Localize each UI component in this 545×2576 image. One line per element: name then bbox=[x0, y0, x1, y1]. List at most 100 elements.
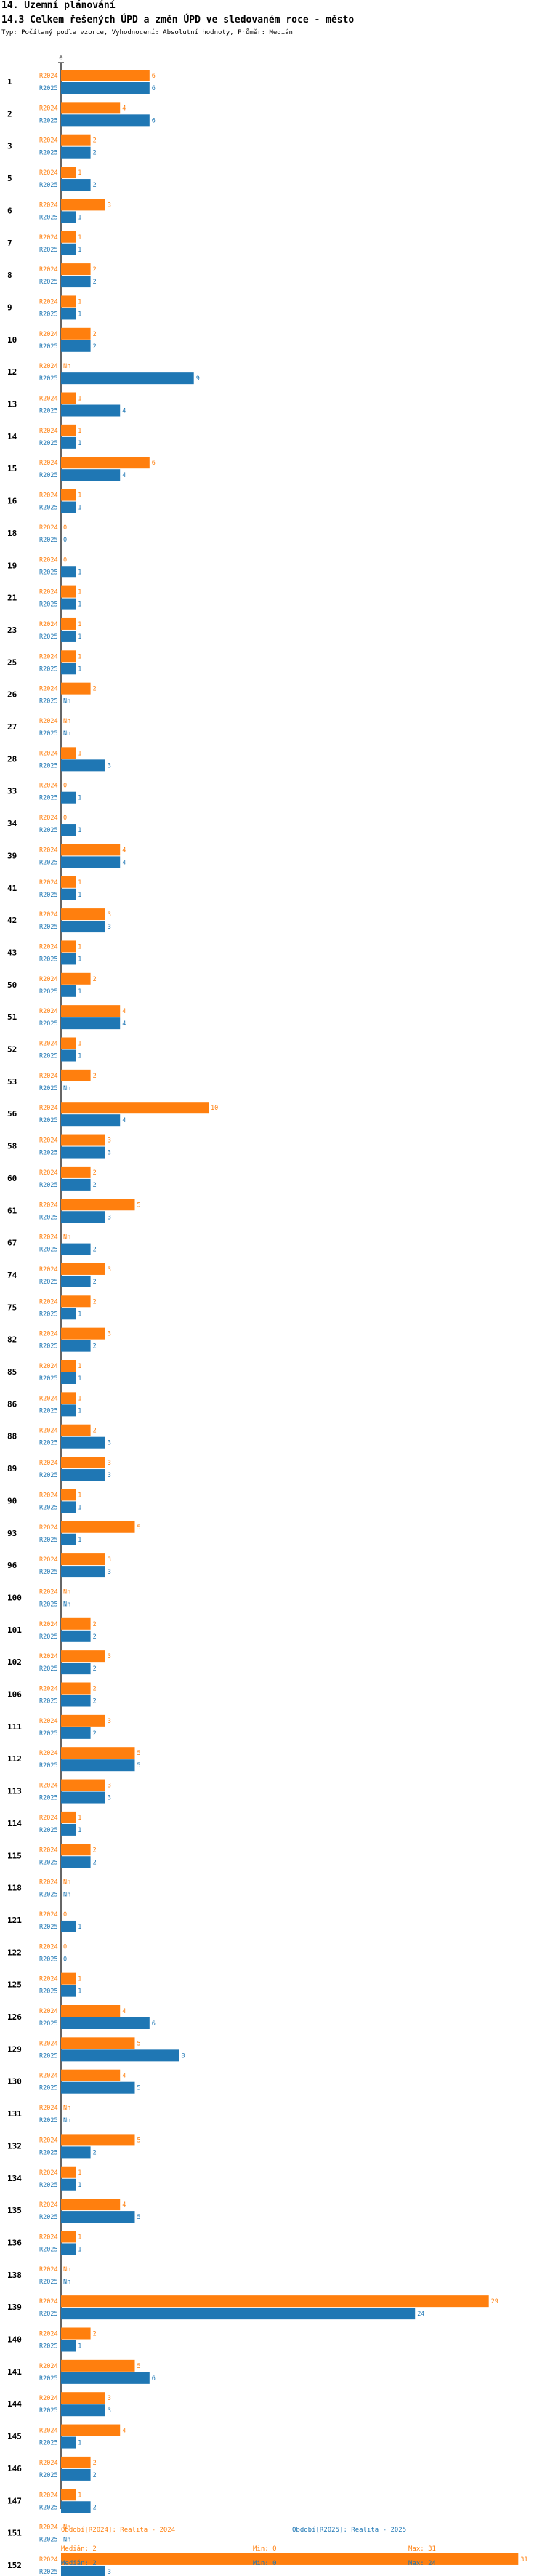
category-label: 89 bbox=[7, 1464, 17, 1473]
category-label: 88 bbox=[7, 1432, 17, 1441]
series-label: R2025 bbox=[39, 2343, 58, 2351]
series-label: R2025 bbox=[39, 1633, 58, 1641]
category-label: 25 bbox=[7, 657, 17, 667]
series-label: R2025 bbox=[39, 1375, 58, 1383]
bar-r2024 bbox=[61, 1714, 105, 1727]
category-label: 27 bbox=[7, 722, 17, 732]
series-label: R2024 bbox=[39, 1943, 58, 1951]
series-label: R2024 bbox=[39, 1041, 58, 1048]
series-label: R2025 bbox=[39, 633, 58, 641]
series-label: R2025 bbox=[39, 2182, 58, 2189]
category-label: 115 bbox=[7, 1851, 22, 1860]
series-label: R2025 bbox=[39, 569, 58, 576]
value-label: 2 bbox=[93, 2149, 97, 2156]
series-label: R2025 bbox=[39, 1440, 58, 1447]
series-label: R2025 bbox=[39, 2472, 58, 2479]
bar-r2024 bbox=[61, 457, 150, 469]
bar-r2025 bbox=[61, 2340, 76, 2352]
series-label: R2025 bbox=[39, 2149, 58, 2156]
series-label: R2025 bbox=[39, 2020, 58, 2028]
value-label: 1 bbox=[78, 569, 81, 576]
series-label: R2025 bbox=[39, 279, 58, 286]
series-label: R2025 bbox=[39, 117, 58, 124]
series-label: R2025 bbox=[39, 537, 58, 544]
bar-r2025 bbox=[61, 1146, 105, 1159]
bar-r2025 bbox=[61, 1663, 91, 1675]
value-label: 1 bbox=[78, 2246, 81, 2253]
bar-r2024 bbox=[61, 2392, 105, 2404]
bar-r2024 bbox=[61, 1972, 76, 1985]
value-label: 6 bbox=[152, 2375, 156, 2383]
chart-subtitle: Typ: Počítaný podle vzorce, Vyhodnocení:… bbox=[1, 29, 293, 36]
series-label: R2024 bbox=[39, 1783, 58, 1790]
value-label: 1 bbox=[78, 892, 81, 899]
category-label: 146 bbox=[7, 2464, 22, 2473]
series-label: R2024 bbox=[39, 783, 58, 790]
bar-r2024 bbox=[61, 231, 76, 243]
legend-label-r2024: Období[R2024]: Realita - 2024 bbox=[61, 2527, 176, 2534]
value-label: 4 bbox=[122, 2428, 126, 2435]
value-label: 6 bbox=[152, 73, 156, 80]
bar-r2025 bbox=[61, 1920, 76, 1932]
value-label: 2 bbox=[93, 343, 97, 351]
value-label-missing: Nn bbox=[63, 730, 70, 737]
value-label: 1 bbox=[78, 1827, 81, 1834]
value-label: 2 bbox=[93, 2504, 97, 2511]
value-label: 1 bbox=[78, 311, 81, 318]
value-label: 3 bbox=[108, 1795, 111, 1802]
series-label: R2025 bbox=[39, 1117, 58, 1124]
bar-r2025 bbox=[61, 1791, 105, 1804]
value-label-missing: Nn bbox=[63, 2266, 70, 2273]
category-label: 39 bbox=[7, 851, 17, 860]
series-label: R2025 bbox=[39, 827, 58, 834]
value-label: 2 bbox=[93, 137, 97, 145]
category-label: 106 bbox=[7, 1690, 22, 1700]
bar-r2025 bbox=[61, 1630, 91, 1642]
series-label: R2025 bbox=[39, 2569, 58, 2576]
value-label: 5 bbox=[137, 1524, 141, 1532]
value-label: 0 bbox=[63, 537, 67, 544]
bar-r2024 bbox=[61, 940, 76, 953]
category-label: 12 bbox=[7, 367, 17, 377]
value-label: 1 bbox=[78, 1924, 81, 1931]
value-label: 3 bbox=[108, 2569, 111, 2576]
series-label: R2024 bbox=[39, 1363, 58, 1370]
value-label: 2 bbox=[93, 1665, 97, 1673]
bar-r2024 bbox=[61, 1424, 91, 1436]
series-label: R2025 bbox=[39, 182, 58, 189]
series-label: R2025 bbox=[39, 1956, 58, 1963]
value-label: 1 bbox=[78, 505, 81, 512]
bar-r2024 bbox=[61, 2359, 135, 2372]
value-label: 1 bbox=[78, 1988, 81, 1996]
value-label: 1 bbox=[78, 440, 81, 447]
bar-r2025 bbox=[61, 2243, 76, 2255]
series-label: R2024 bbox=[39, 2460, 58, 2467]
series-label: R2025 bbox=[39, 698, 58, 705]
series-label: R2025 bbox=[39, 2052, 58, 2060]
value-label: 3 bbox=[108, 1440, 111, 1447]
value-label: 3 bbox=[108, 1472, 111, 1479]
series-label: R2024 bbox=[39, 1460, 58, 1467]
value-label: 0 bbox=[63, 783, 67, 790]
axis-zero-label: 0 bbox=[59, 55, 62, 63]
value-label-missing: Nn bbox=[63, 2105, 70, 2112]
bar-r2024 bbox=[61, 1521, 135, 1533]
series-label: R2024 bbox=[39, 266, 58, 273]
value-label: 4 bbox=[122, 847, 126, 854]
value-label: 3 bbox=[108, 2395, 111, 2402]
bar-r2024 bbox=[61, 489, 76, 501]
series-label: R2025 bbox=[39, 2504, 58, 2511]
category-label: 18 bbox=[7, 529, 17, 538]
value-label: 8 bbox=[181, 2052, 185, 2060]
series-label: R2025 bbox=[39, 1343, 58, 1351]
value-label: 3 bbox=[108, 1783, 111, 1790]
value-label-missing: Nn bbox=[63, 698, 70, 705]
bar-r2024 bbox=[61, 972, 91, 985]
bar-r2024 bbox=[61, 102, 121, 114]
bar-r2024 bbox=[61, 2134, 135, 2146]
category-label: 50 bbox=[7, 980, 17, 990]
value-label: 2 bbox=[93, 150, 97, 157]
value-label: 4 bbox=[122, 472, 126, 479]
bar-r2025 bbox=[61, 501, 76, 513]
value-label: 1 bbox=[78, 633, 81, 641]
